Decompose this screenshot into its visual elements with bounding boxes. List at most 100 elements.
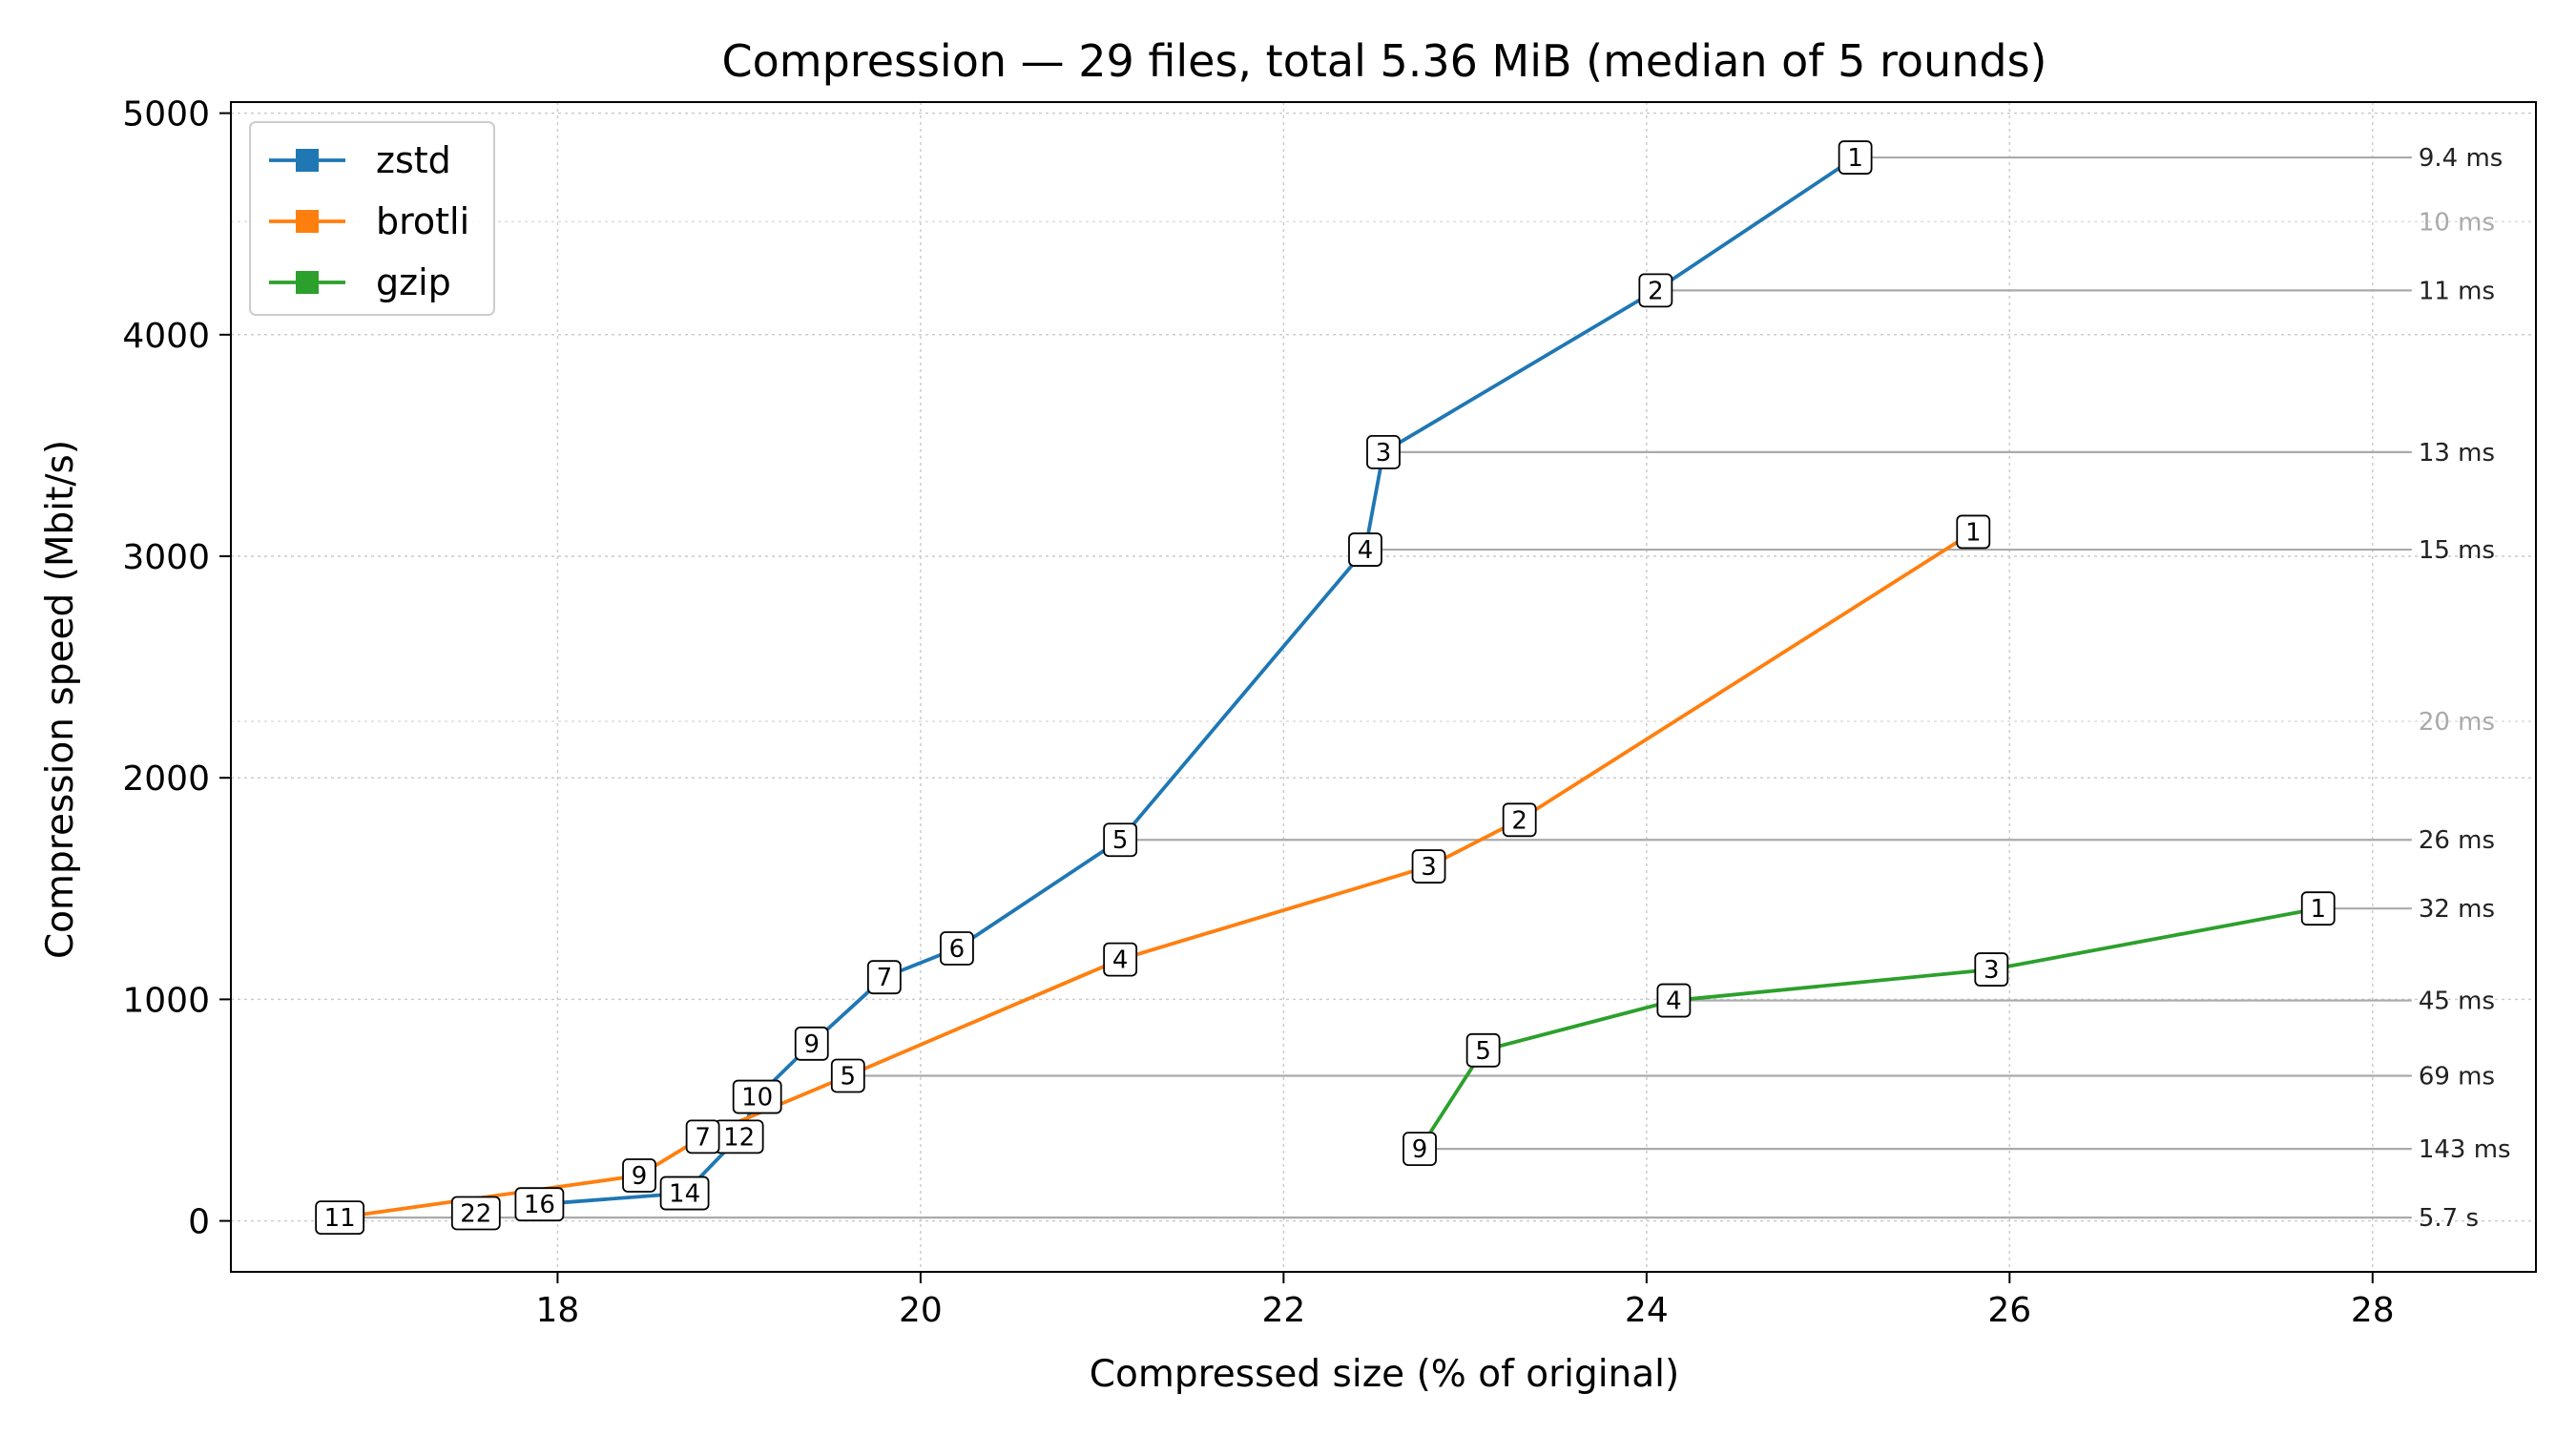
level-marker-label: 2 bbox=[1511, 806, 1527, 835]
level-marker-box bbox=[315, 1200, 365, 1236]
level-marker-label: 1 bbox=[1847, 144, 1863, 173]
time-reference-label: 9.4 ms bbox=[2419, 144, 2503, 173]
x-tick-label: 22 bbox=[1261, 1291, 1305, 1330]
time-reference-label: 32 ms bbox=[2419, 895, 2495, 924]
level-marker-box bbox=[1956, 514, 1991, 550]
level-marker-label: 5 bbox=[1112, 826, 1129, 855]
legend-label: gzip bbox=[376, 261, 451, 303]
series-line-brotli bbox=[339, 530, 1975, 1219]
level-marker-label: 1 bbox=[2310, 895, 2326, 924]
level-marker-box bbox=[2300, 891, 2336, 926]
level-marker-label: 3 bbox=[1984, 956, 2000, 985]
level-marker-brotli: 11 bbox=[315, 1200, 365, 1236]
level-marker-zstd: 7 bbox=[866, 960, 902, 995]
x-tick-label: 28 bbox=[2351, 1291, 2395, 1330]
y-tick-label: 0 bbox=[188, 1203, 210, 1242]
time-reference-label: 20 ms bbox=[2419, 708, 2495, 737]
legend-swatch bbox=[296, 210, 319, 233]
level-marker-gzip: 3 bbox=[1974, 952, 2009, 987]
legend-item-gzip: gzip bbox=[269, 261, 451, 303]
level-marker-box bbox=[1348, 532, 1382, 567]
level-marker-box bbox=[1638, 273, 1673, 308]
level-marker-label: 16 bbox=[524, 1191, 555, 1219]
level-marker-box bbox=[1974, 952, 2009, 987]
series-line-gzip bbox=[1418, 906, 2319, 1151]
time-reference-label: 45 ms bbox=[2419, 988, 2495, 1016]
level-marker-box bbox=[1465, 1032, 1501, 1068]
level-marker-label: 7 bbox=[877, 964, 893, 992]
level-marker-zstd: 3 bbox=[1366, 434, 1401, 469]
level-marker-box bbox=[1656, 983, 1692, 1018]
level-marker-label: 9 bbox=[803, 1030, 820, 1059]
legend-item-zstd: zstd bbox=[269, 139, 451, 181]
time-reference-label: 5.7 s bbox=[2419, 1204, 2479, 1233]
level-marker-zstd: 16 bbox=[514, 1187, 565, 1222]
level-marker-label: 4 bbox=[1358, 536, 1374, 565]
legend-swatch bbox=[296, 271, 319, 294]
level-marker-label: 2 bbox=[1648, 277, 1664, 305]
level-marker-zstd: 5 bbox=[1103, 822, 1138, 858]
level-marker-label: 4 bbox=[1112, 946, 1129, 975]
x-tick-label: 24 bbox=[1625, 1291, 1669, 1330]
level-marker-zstd: 6 bbox=[940, 931, 974, 966]
level-marker-brotli: 2 bbox=[1502, 802, 1537, 838]
series-line-zstd bbox=[539, 156, 1857, 1207]
level-marker-zstd: 1 bbox=[1838, 140, 1873, 175]
level-marker-box bbox=[514, 1187, 565, 1222]
level-marker-label: 6 bbox=[949, 935, 966, 964]
level-marker-zstd: 4 bbox=[1348, 532, 1382, 567]
legend: zstd brotli gzip bbox=[249, 121, 495, 316]
level-marker-gzip: 1 bbox=[2300, 891, 2336, 926]
level-marker-box bbox=[1103, 822, 1138, 858]
legend-swatch bbox=[296, 149, 319, 172]
level-marker-box bbox=[1366, 434, 1401, 469]
level-marker-gzip: 5 bbox=[1465, 1032, 1501, 1068]
level-marker-gzip: 4 bbox=[1656, 983, 1692, 1018]
y-axis-label: Compression speed (Mbit/s) bbox=[39, 440, 82, 959]
level-marker-brotli: 4 bbox=[1103, 942, 1138, 977]
level-marker-label: 3 bbox=[1421, 853, 1437, 882]
time-reference-label: 15 ms bbox=[2419, 536, 2495, 565]
level-marker-brotli: 9 bbox=[622, 1158, 656, 1193]
level-marker-box bbox=[1838, 140, 1873, 175]
data-series bbox=[339, 156, 2319, 1219]
level-marker-label: 4 bbox=[1666, 988, 1682, 1016]
level-marker-label: 7 bbox=[695, 1123, 711, 1152]
level-marker-label: 10 bbox=[741, 1084, 773, 1113]
level-marker-zstd: 14 bbox=[659, 1175, 710, 1211]
grid-lines bbox=[231, 102, 2536, 1272]
x-tick-label: 18 bbox=[536, 1291, 580, 1330]
level-marker-zstd: 2 bbox=[1638, 273, 1673, 308]
y-tick-label: 1000 bbox=[122, 981, 210, 1020]
y-tick-label: 4000 bbox=[122, 317, 210, 356]
level-marker-extra: 22 bbox=[450, 1196, 501, 1231]
time-reference-label: 143 ms bbox=[2419, 1135, 2511, 1164]
level-marker-brotli: 1 bbox=[1956, 514, 1991, 550]
level-marker-box bbox=[622, 1158, 656, 1193]
chart-title: Compression — 29 files, total 5.36 MiB (… bbox=[722, 35, 2047, 87]
level-marker-box bbox=[866, 960, 902, 995]
level-marker-zstd: 10 bbox=[732, 1079, 782, 1114]
level-marker-box bbox=[794, 1026, 829, 1061]
level-marker-label: 1 bbox=[1965, 518, 1982, 547]
level-marker-label: 9 bbox=[1412, 1135, 1428, 1164]
time-reference-label: 11 ms bbox=[2419, 277, 2495, 305]
y-tick-label: 5000 bbox=[122, 95, 210, 135]
plot-frame bbox=[230, 101, 2537, 1273]
x-tick-label: 20 bbox=[899, 1291, 943, 1330]
level-marker-box bbox=[450, 1196, 501, 1231]
level-marker-brotli: 3 bbox=[1411, 849, 1446, 884]
time-reference-label: 10 ms bbox=[2419, 208, 2495, 237]
legend-label: zstd bbox=[376, 139, 451, 181]
level-marker-box bbox=[940, 931, 974, 966]
level-marker-box bbox=[830, 1058, 865, 1093]
y-tick-label: 3000 bbox=[122, 538, 210, 577]
y-tick-label: 2000 bbox=[122, 759, 210, 799]
x-axis-label: Compressed size (% of original) bbox=[1090, 1353, 1679, 1396]
level-marker-zstd: 12 bbox=[714, 1119, 764, 1154]
legend-label: brotli bbox=[376, 200, 469, 242]
